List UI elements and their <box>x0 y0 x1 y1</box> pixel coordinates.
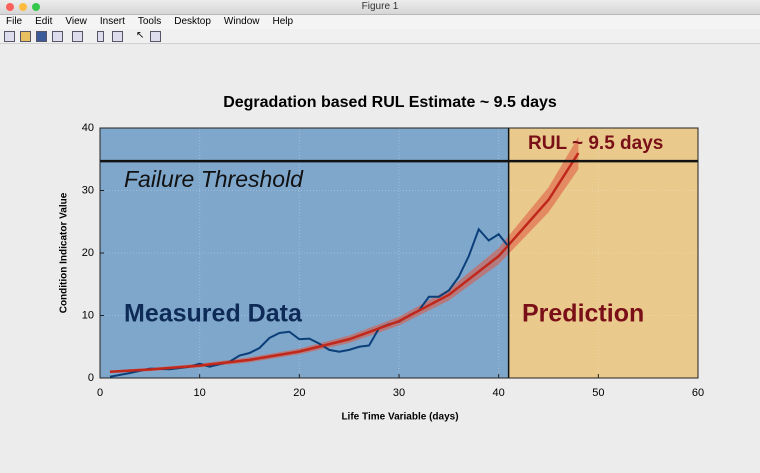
menu-item[interactable]: Insert <box>99 16 125 27</box>
undock-icon[interactable] <box>72 31 83 42</box>
region-label: Prediction <box>522 300 644 328</box>
x-tick-label: 60 <box>692 387 704 399</box>
title-bar: Figure 1 <box>0 0 760 15</box>
new-icon[interactable] <box>4 31 15 42</box>
x-tick-label: 40 <box>493 387 505 399</box>
menu-bar: File Edit View Insert Tools Desktop Window Help <box>0 15 760 29</box>
x-tick-label: 30 <box>393 387 405 399</box>
fit-line <box>109 152 580 373</box>
open-icon[interactable] <box>20 31 31 42</box>
y-tick-label: 10 <box>82 309 94 321</box>
menu-item[interactable]: Window <box>223 16 260 27</box>
region-label: Measured Data <box>124 300 303 328</box>
zoom-button[interactable] <box>32 3 40 11</box>
y-tick-label: 0 <box>88 372 94 384</box>
window-title: Figure 1 <box>361 1 399 12</box>
region <box>508 128 698 378</box>
menu-item[interactable]: Desktop <box>174 16 211 27</box>
menu-item[interactable]: Tools <box>137 16 162 27</box>
pointer-icon[interactable]: ↖ <box>136 30 145 41</box>
property-icon[interactable] <box>150 31 161 42</box>
x-axis-label: Life Time Variable (days) <box>341 412 458 423</box>
print-icon[interactable] <box>52 31 63 42</box>
x-tick-label: 20 <box>293 387 305 399</box>
x-tick-label: 10 <box>194 387 206 399</box>
save-icon[interactable] <box>36 31 47 42</box>
y-axis-label: Condition Indicator Value <box>59 192 70 313</box>
y-tick-label: 40 <box>82 122 94 134</box>
rul-annotation: RUL ~ 9.5 days <box>528 133 663 154</box>
x-tick-label: 50 <box>592 387 604 399</box>
colorbar-icon[interactable] <box>97 31 104 42</box>
measured-line <box>109 227 510 378</box>
menu-item[interactable]: View <box>65 16 87 27</box>
menu-item[interactable]: File <box>6 16 23 27</box>
y-tick-label: 30 <box>82 184 94 196</box>
y-tick-label: 20 <box>82 247 94 259</box>
menu-item[interactable]: Edit <box>35 16 53 27</box>
region <box>100 128 509 378</box>
axes-box <box>99 127 699 379</box>
legend-icon[interactable] <box>112 31 123 42</box>
minimize-button[interactable] <box>19 3 27 11</box>
chart-title: Degradation based RUL Estimate ~ 9.5 day… <box>223 94 557 111</box>
threshold-label: Failure Threshold <box>124 166 304 192</box>
toolbar: ↖ <box>0 29 760 44</box>
close-button[interactable] <box>6 3 14 11</box>
plot-area <box>100 128 698 378</box>
menu-item[interactable]: Help <box>272 16 294 27</box>
x-tick-label: 0 <box>97 387 103 399</box>
chart: Degradation based RUL Estimate ~ 9.5 day… <box>59 94 704 423</box>
